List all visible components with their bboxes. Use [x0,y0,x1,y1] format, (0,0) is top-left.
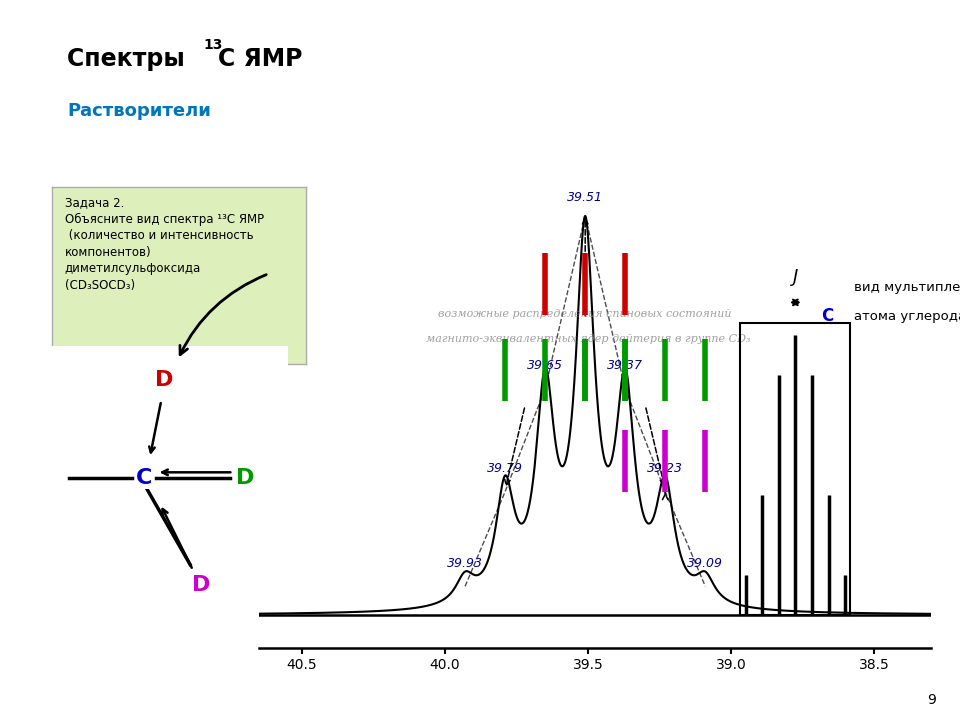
Text: C: C [821,307,833,325]
Text: 39.79: 39.79 [487,462,523,475]
Text: C ЯМР: C ЯМР [218,47,302,71]
Text: Задача 2.
Объясните вид спектра ¹³C ЯМР
 (количество и интенсивность
компонентов: Задача 2. Объясните вид спектра ¹³C ЯМР … [64,196,264,292]
Text: магнито-эквивалентных ядер дейтерия в группе CD₃: магнито-эквивалентных ядер дейтерия в гр… [426,333,751,343]
Text: D: D [192,575,211,595]
Text: Спектры: Спектры [67,47,193,71]
Text: D: D [155,370,174,390]
Text: вид мультиплета: вид мультиплета [854,282,960,294]
Text: 39.23: 39.23 [647,462,684,475]
Text: 9: 9 [927,693,936,707]
Text: J: J [793,268,798,286]
Text: 39.65: 39.65 [527,359,564,372]
Text: 13: 13 [204,38,223,52]
Bar [739,323,850,615]
Text: атома углерода: атома углерода [854,310,960,323]
Text: C: C [135,468,153,488]
Text: 39.09: 39.09 [687,557,723,570]
Text: 39.37: 39.37 [608,359,643,372]
Text: возможные распределения спиновых состояний: возможные распределения спиновых состоян… [439,309,732,319]
Text: D: D [235,468,254,488]
Text: 39.51: 39.51 [567,191,603,204]
Text: Растворители: Растворители [67,102,211,120]
Text: 39.93: 39.93 [447,557,483,570]
